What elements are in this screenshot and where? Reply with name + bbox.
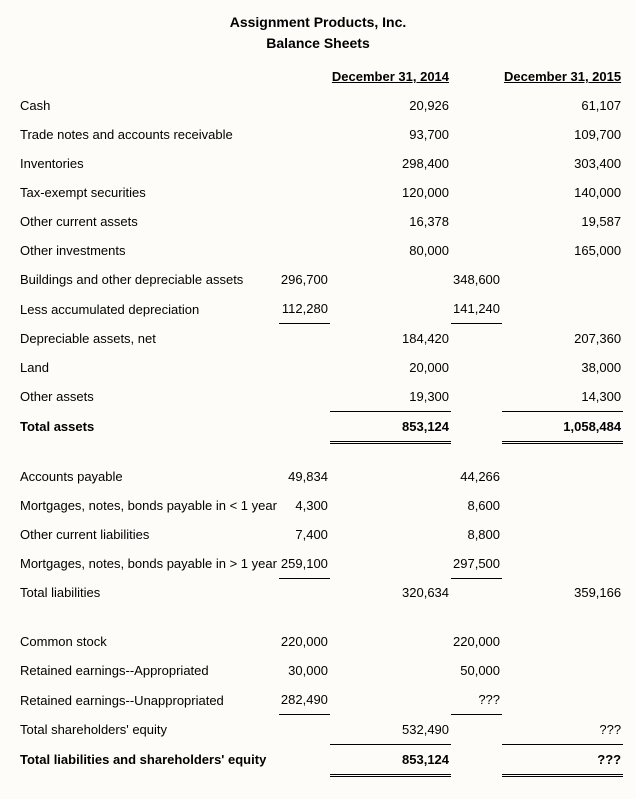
val-2015: 44,266 bbox=[451, 462, 502, 491]
val-2014: 80,000 bbox=[330, 236, 451, 265]
col-header-2015: December 31, 2015 bbox=[502, 62, 623, 91]
val-2015: 140,000 bbox=[502, 178, 623, 207]
val-2014: 112,280 bbox=[279, 294, 330, 324]
company-name: Assignment Products, Inc. bbox=[18, 12, 618, 33]
balance-sheet-table: December 31, 2014 December 31, 2015 Cash… bbox=[18, 62, 623, 775]
val-2014: 19,300 bbox=[330, 382, 451, 412]
row-total-assets: Total assets 853,124 1,058,484 bbox=[18, 411, 623, 441]
label: Land bbox=[18, 353, 279, 382]
row-total-liabilities: Total liabilities 320,634 359,166 bbox=[18, 578, 623, 607]
row-total-shareholders-equity: Total shareholders' equity 532,490 ??? bbox=[18, 715, 623, 745]
val-2014: 120,000 bbox=[330, 178, 451, 207]
val-2015: 38,000 bbox=[502, 353, 623, 382]
label: Common stock bbox=[18, 627, 279, 656]
val-2015: 220,000 bbox=[451, 627, 502, 656]
label: Depreciable assets, net bbox=[18, 324, 279, 353]
val-2015: 61,107 bbox=[502, 91, 623, 120]
row-accumulated-depreciation: Less accumulated depreciation 112,280 14… bbox=[18, 294, 623, 324]
report-header: Assignment Products, Inc. Balance Sheets bbox=[18, 12, 618, 54]
val-2014: 184,420 bbox=[330, 324, 451, 353]
row-common-stock: Common stock 220,000 220,000 bbox=[18, 627, 623, 656]
val-2015: 297,500 bbox=[451, 549, 502, 579]
label: Other assets bbox=[18, 382, 279, 412]
val-2014: 853,124 bbox=[330, 411, 451, 441]
val-2014: 532,490 bbox=[330, 715, 451, 745]
row-cash: Cash 20,926 61,107 bbox=[18, 91, 623, 120]
label: Total shareholders' equity bbox=[18, 715, 279, 745]
label: Total liabilities bbox=[18, 578, 279, 607]
val-2015: 1,058,484 bbox=[502, 411, 623, 441]
val-2014: 282,490 bbox=[279, 685, 330, 715]
row-re-unappropriated: Retained earnings--Unappropriated 282,49… bbox=[18, 685, 623, 715]
val-2015: 109,700 bbox=[502, 120, 623, 149]
val-2015: 359,166 bbox=[502, 578, 623, 607]
column-header-row: December 31, 2014 December 31, 2015 bbox=[18, 62, 623, 91]
label: Other current assets bbox=[18, 207, 279, 236]
val-2015: 50,000 bbox=[451, 656, 502, 685]
val-2015: 8,800 bbox=[451, 520, 502, 549]
row-inventories: Inventories 298,400 303,400 bbox=[18, 149, 623, 178]
row-re-appropriated: Retained earnings--Appropriated 30,000 5… bbox=[18, 656, 623, 685]
val-2014: 93,700 bbox=[330, 120, 451, 149]
val-2015: 207,360 bbox=[502, 324, 623, 353]
label: Less accumulated depreciation bbox=[18, 294, 279, 324]
row-land: Land 20,000 38,000 bbox=[18, 353, 623, 382]
val-2015: ??? bbox=[451, 685, 502, 715]
val-2015: 19,587 bbox=[502, 207, 623, 236]
val-2015: ??? bbox=[502, 715, 623, 745]
label: Other investments bbox=[18, 236, 279, 265]
col-header-2014: December 31, 2014 bbox=[330, 62, 451, 91]
val-2015: ??? bbox=[502, 744, 623, 774]
val-2015: 348,600 bbox=[451, 265, 502, 294]
val-2014: 259,100 bbox=[279, 549, 330, 579]
label: Retained earnings--Appropriated bbox=[18, 656, 279, 685]
val-2014: 298,400 bbox=[330, 149, 451, 178]
val-2014: 30,000 bbox=[279, 656, 330, 685]
label: Trade notes and accounts receivable bbox=[18, 120, 279, 149]
val-2014: 853,124 bbox=[330, 744, 451, 774]
val-2014: 220,000 bbox=[279, 627, 330, 656]
row-other-current-assets: Other current assets 16,378 19,587 bbox=[18, 207, 623, 236]
label: Mortgages, notes, bonds payable in > 1 y… bbox=[18, 549, 279, 579]
label: Mortgages, notes, bonds payable in < 1 y… bbox=[18, 491, 279, 520]
row-trade-receivable: Trade notes and accounts receivable 93,7… bbox=[18, 120, 623, 149]
val-2014: 296,700 bbox=[279, 265, 330, 294]
label: Inventories bbox=[18, 149, 279, 178]
label: Other current liabilities bbox=[18, 520, 279, 549]
row-mnb-gt-1yr: Mortgages, notes, bonds payable in > 1 y… bbox=[18, 549, 623, 579]
val-2014: 20,000 bbox=[330, 353, 451, 382]
val-2014: 20,926 bbox=[330, 91, 451, 120]
label: Total liabilities and shareholders' equi… bbox=[18, 744, 279, 774]
row-other-assets: Other assets 19,300 14,300 bbox=[18, 382, 623, 412]
row-mnb-lt-1yr: Mortgages, notes, bonds payable in < 1 y… bbox=[18, 491, 623, 520]
val-2014: 7,400 bbox=[279, 520, 330, 549]
val-2014: 4,300 bbox=[279, 491, 330, 520]
label: Tax-exempt securities bbox=[18, 178, 279, 207]
val-2015: 303,400 bbox=[502, 149, 623, 178]
label: Cash bbox=[18, 91, 279, 120]
label: Total assets bbox=[18, 411, 279, 441]
val-2015: 14,300 bbox=[502, 382, 623, 412]
row-accounts-payable: Accounts payable 49,834 44,266 bbox=[18, 462, 623, 491]
val-2015: 141,240 bbox=[451, 294, 502, 324]
row-buildings-depreciable: Buildings and other depreciable assets 2… bbox=[18, 265, 623, 294]
label: Accounts payable bbox=[18, 462, 279, 491]
label: Buildings and other depreciable assets bbox=[18, 265, 279, 294]
row-other-current-liabilities: Other current liabilities 7,400 8,800 bbox=[18, 520, 623, 549]
row-depreciable-net: Depreciable assets, net 184,420 207,360 bbox=[18, 324, 623, 353]
row-total-liab-and-equity: Total liabilities and shareholders' equi… bbox=[18, 744, 623, 774]
label: Retained earnings--Unappropriated bbox=[18, 685, 279, 715]
val-2014: 320,634 bbox=[330, 578, 451, 607]
report-title: Balance Sheets bbox=[18, 33, 618, 54]
val-2015: 165,000 bbox=[502, 236, 623, 265]
val-2015: 8,600 bbox=[451, 491, 502, 520]
val-2014: 16,378 bbox=[330, 207, 451, 236]
val-2014: 49,834 bbox=[279, 462, 330, 491]
row-other-investments: Other investments 80,000 165,000 bbox=[18, 236, 623, 265]
row-tax-exempt-securities: Tax-exempt securities 120,000 140,000 bbox=[18, 178, 623, 207]
